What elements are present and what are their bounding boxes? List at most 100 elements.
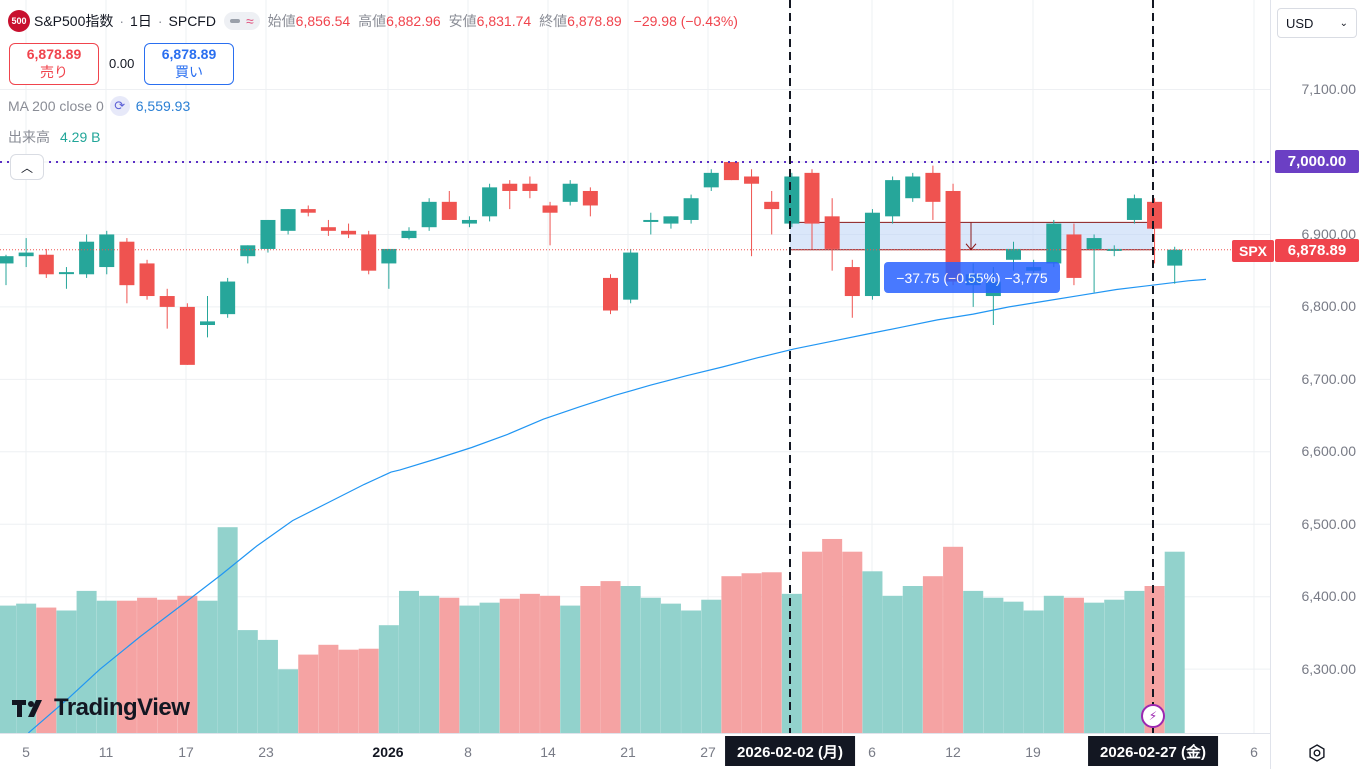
volume-bar (419, 595, 440, 733)
volume-bar (701, 599, 722, 733)
time-tick: 19 (1025, 744, 1041, 760)
ma-legend[interactable]: MA 200 close 0 ⟳ 6,559.93 (8, 96, 190, 116)
volume-bar (902, 586, 923, 733)
chevron-down-icon: ⌄ (1339, 17, 1348, 29)
measure-label[interactable]: −37.75 (−0.55%) −3,775 (884, 262, 1060, 293)
volume-bar (177, 595, 198, 733)
tradingview-logo-icon (12, 700, 42, 717)
candle-body (58, 272, 74, 275)
buy-button[interactable]: 6,878.89 買い (144, 43, 234, 85)
settings-button[interactable] (1305, 741, 1329, 765)
high-label: 高値 (358, 13, 387, 29)
sell-button[interactable]: 6,878.89 売り (9, 43, 99, 85)
volume-bar (660, 603, 681, 733)
price-axis-divider (1270, 0, 1271, 769)
candle-body (723, 162, 739, 181)
close-label: 終値 (539, 13, 568, 29)
crosshair-date-start: 2026-02-02 (月) (725, 736, 855, 766)
spread-value: 0.00 (109, 56, 135, 71)
price-chart[interactable] (0, 0, 1270, 733)
candle-body (603, 277, 618, 311)
price-tick: 6,800.00 (1301, 298, 1357, 314)
volume-label: 出来高 (8, 129, 50, 145)
candle-body (885, 180, 901, 217)
volume-bar (1104, 599, 1125, 733)
time-tick: 17 (178, 744, 194, 760)
volume-bar (1164, 551, 1185, 733)
volume-value: 4.29 B (60, 129, 101, 145)
volume-bar (640, 597, 661, 733)
buy-label: 買い (175, 64, 203, 80)
volume-legend[interactable]: 出来高 4.29 B (8, 127, 100, 147)
candle-body (905, 176, 921, 199)
tradingview-logo[interactable]: TradingView (12, 694, 190, 722)
time-tick: 23 (258, 744, 274, 760)
candle-body (1006, 248, 1021, 260)
candle-body (582, 190, 598, 206)
volume-bar (36, 607, 57, 733)
collapse-legend-button[interactable]: ︿ (10, 154, 44, 180)
candle-body (200, 321, 215, 326)
volume-bar (56, 610, 77, 733)
candle-body (663, 216, 679, 224)
symbol-name[interactable]: S&P500指数 (34, 13, 114, 29)
open-value: 6,856.54 (295, 13, 351, 29)
volume-bar (96, 600, 117, 733)
volume-bar (741, 573, 762, 733)
candle-body (1126, 198, 1142, 220)
ma-value: 6,559.93 (135, 98, 191, 114)
price-tick: 6,900.00 (1301, 226, 1357, 242)
price-tick: 6,300.00 (1301, 661, 1357, 677)
volume-bar (399, 590, 419, 733)
currency-select[interactable]: USD ⌄ (1277, 8, 1357, 38)
volume-bar (822, 538, 843, 733)
volume-bar (600, 581, 621, 733)
volume-bar (479, 602, 500, 733)
candle-body (1046, 223, 1062, 264)
level-price-tag[interactable]: 7,000.00 (1275, 150, 1359, 173)
volume-bar (137, 597, 158, 733)
time-tick: 6 (868, 744, 876, 760)
candle-body (240, 245, 256, 257)
volume-bar (721, 576, 742, 733)
candle-body (1066, 234, 1082, 278)
chevron-up-icon: ︿ (20, 160, 33, 175)
ma200-line (28, 278, 1207, 733)
volume-bar (842, 551, 863, 733)
volume-bar (1144, 586, 1165, 733)
candle-body (38, 254, 54, 275)
candle-body (320, 227, 336, 231)
candle-body (522, 183, 538, 191)
candle-body (502, 183, 518, 191)
refresh-icon[interactable]: ⟳ (109, 96, 130, 116)
volume-bar (963, 590, 984, 733)
candle-body (300, 209, 316, 213)
low-value: 6,831.74 (476, 13, 532, 29)
volume-bar (1043, 595, 1064, 733)
lightning-icon[interactable]: ⚡ (1141, 704, 1165, 728)
volume-bar (560, 605, 581, 733)
candle-body (784, 176, 800, 224)
symbol-logo: 500 (8, 10, 30, 32)
time-tick: 8 (464, 744, 472, 760)
price-tick: 7,100.00 (1301, 81, 1357, 97)
symbol-interval[interactable]: 1日 (130, 13, 152, 29)
volume-bar (540, 595, 561, 733)
candle-body (139, 263, 155, 297)
wave-icon: ≈ (245, 13, 254, 29)
volume-bar (338, 649, 359, 733)
volume-bar (439, 597, 460, 733)
time-tick: 5 (22, 744, 30, 760)
legend-toggle-pill[interactable]: ≈ (223, 12, 260, 30)
time-tick: 27 (700, 744, 716, 760)
volume-bar (1063, 597, 1084, 733)
symbol-exchange: SPCFD (168, 13, 216, 29)
candle-body (683, 198, 699, 220)
candle-body (159, 296, 175, 307)
volume-bar (1084, 602, 1105, 733)
volume-bar (116, 600, 137, 733)
candle-body (864, 212, 880, 297)
price-tick: 6,400.00 (1301, 588, 1357, 604)
time-tick-year: 2026 (372, 744, 404, 760)
time-tick: 11 (98, 744, 114, 760)
